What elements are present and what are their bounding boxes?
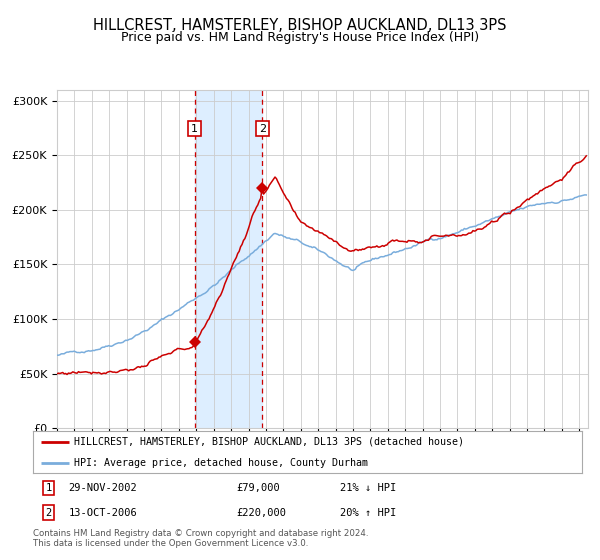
Text: This data is licensed under the Open Government Licence v3.0.: This data is licensed under the Open Gov… [33,539,308,548]
Text: 20% ↑ HPI: 20% ↑ HPI [340,508,397,518]
Text: 1: 1 [45,483,52,493]
Text: Contains HM Land Registry data © Crown copyright and database right 2024.: Contains HM Land Registry data © Crown c… [33,529,368,538]
Text: 21% ↓ HPI: 21% ↓ HPI [340,483,397,493]
Bar [195,90,262,428]
Text: £220,000: £220,000 [236,508,286,518]
Text: HILLCREST, HAMSTERLEY, BISHOP AUCKLAND, DL13 3PS: HILLCREST, HAMSTERLEY, BISHOP AUCKLAND, … [93,18,507,33]
Text: HPI: Average price, detached house, County Durham: HPI: Average price, detached house, Coun… [74,458,368,468]
Text: Price paid vs. HM Land Registry's House Price Index (HPI): Price paid vs. HM Land Registry's House … [121,31,479,44]
Text: £79,000: £79,000 [236,483,280,493]
Text: 2: 2 [45,508,52,518]
Text: 29-NOV-2002: 29-NOV-2002 [68,483,137,493]
Text: HILLCREST, HAMSTERLEY, BISHOP AUCKLAND, DL13 3PS (detached house): HILLCREST, HAMSTERLEY, BISHOP AUCKLAND, … [74,437,464,447]
Text: 1: 1 [191,124,198,134]
Text: 2: 2 [259,124,266,134]
Text: 13-OCT-2006: 13-OCT-2006 [68,508,137,518]
